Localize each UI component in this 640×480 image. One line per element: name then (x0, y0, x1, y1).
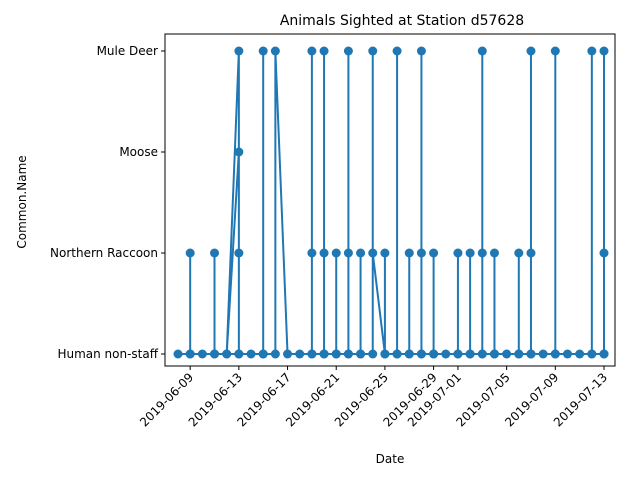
data-point (453, 349, 463, 359)
data-point (270, 46, 280, 56)
data-point (319, 349, 329, 359)
data-point (526, 248, 536, 258)
data-point (368, 349, 378, 359)
data-point (234, 349, 244, 359)
data-point (331, 349, 341, 359)
data-point (319, 46, 329, 56)
data-point (404, 248, 414, 258)
data-point (343, 46, 353, 56)
data-point (441, 349, 451, 359)
data-point (453, 248, 463, 258)
data-point (270, 349, 280, 359)
series-line (178, 50, 605, 355)
data-point (477, 349, 487, 359)
data-point (258, 349, 268, 359)
data-point (550, 46, 560, 56)
data-point (234, 46, 244, 56)
data-point (562, 349, 572, 359)
y-tick-label: Mule Deer (97, 44, 158, 58)
data-point (319, 248, 329, 258)
data-point (356, 248, 366, 258)
data-point (514, 349, 524, 359)
data-point (526, 349, 536, 359)
data-point (295, 349, 305, 359)
data-point (514, 248, 524, 258)
data-point (222, 349, 232, 359)
data-point (380, 248, 390, 258)
y-tick-label: Northern Raccoon (50, 246, 158, 260)
data-point (368, 248, 378, 258)
data-point (210, 248, 220, 258)
chart-title: Animals Sighted at Station d57628 (280, 13, 524, 29)
data-point (429, 248, 439, 258)
data-point (416, 349, 426, 359)
data-point (356, 349, 366, 359)
data-point (380, 349, 390, 359)
data-point (465, 349, 475, 359)
data-point (416, 46, 426, 56)
data-point (502, 349, 512, 359)
data-point (489, 248, 499, 258)
data-point (234, 147, 244, 157)
data-point (185, 349, 195, 359)
data-point (599, 248, 609, 258)
data-point (599, 46, 609, 56)
data-point (331, 248, 341, 258)
data-point (210, 349, 220, 359)
data-point (307, 46, 317, 56)
data-point (477, 248, 487, 258)
data-point (550, 349, 560, 359)
data-point (599, 349, 609, 359)
data-point (587, 349, 597, 359)
x-axis-title: Date (376, 452, 405, 466)
data-point (258, 46, 268, 56)
data-point (538, 349, 548, 359)
data-point (307, 248, 317, 258)
y-axis-title: Common.Name (15, 155, 29, 248)
plot-frame (164, 33, 616, 367)
data-point (343, 248, 353, 258)
data-point (173, 349, 183, 359)
data-point (416, 248, 426, 258)
data-point (283, 349, 293, 359)
data-point (526, 46, 536, 56)
data-point (392, 349, 402, 359)
data-point (477, 46, 487, 56)
data-point (587, 46, 597, 56)
data-point (392, 46, 402, 56)
data-point (234, 248, 244, 258)
data-point (575, 349, 585, 359)
data-point (246, 349, 256, 359)
data-point (465, 248, 475, 258)
data-point (429, 349, 439, 359)
y-tick-label: Moose (119, 145, 158, 159)
data-point (197, 349, 207, 359)
data-point (185, 248, 195, 258)
y-tick-label: Human non-staff (57, 347, 158, 361)
data-point (489, 349, 499, 359)
data-point (307, 349, 317, 359)
data-point (343, 349, 353, 359)
data-point (404, 349, 414, 359)
data-point (368, 46, 378, 56)
